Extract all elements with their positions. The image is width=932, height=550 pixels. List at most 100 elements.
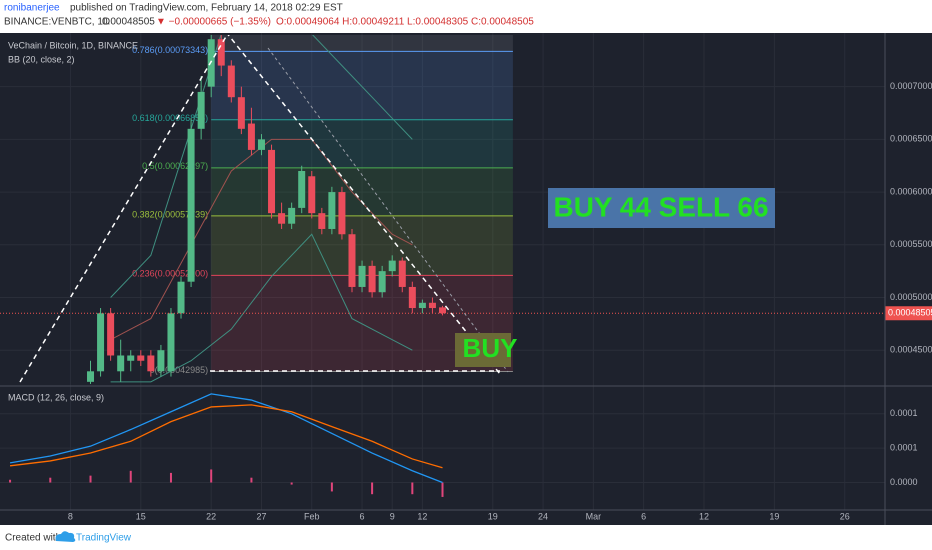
change: ▼ −0.00000665 (−1.35%) [156, 17, 271, 28]
y-tick-label: 0.0001 [890, 408, 918, 418]
histogram-bar [330, 482, 333, 492]
fib-label: 0.236(0.00052100) [132, 269, 208, 279]
candle-body [217, 39, 225, 66]
candle-body [227, 65, 235, 98]
y-tick-label: 0.0000 [890, 477, 918, 487]
candle-body [87, 371, 95, 382]
histogram-bar [169, 472, 172, 483]
candle-body [378, 271, 386, 293]
footer-text: Created with [5, 533, 61, 544]
candle-body [197, 91, 205, 129]
bollinger-lower [110, 233, 413, 383]
x-tick-label: 6 [641, 511, 646, 521]
candle-body [408, 286, 416, 309]
histogram-bar [441, 482, 444, 497]
x-tick-label: 8 [68, 511, 73, 521]
legend-indicator: BB (20, close, 2) [8, 54, 75, 64]
price: 0.00048505 [102, 17, 155, 28]
candle-body [137, 355, 145, 361]
candle-body [288, 207, 296, 224]
fib-zone [211, 167, 513, 216]
candle-body [107, 313, 115, 356]
annotation: BUY [463, 333, 518, 363]
annotation: BUY 44 SELL 66 [554, 191, 769, 222]
candle-body [268, 149, 276, 214]
candle-body [187, 128, 195, 282]
candle-body [368, 265, 376, 293]
published: published on TradingView.com, February 1… [70, 3, 343, 14]
x-tick-label: 9 [390, 511, 395, 521]
histogram-bar [371, 482, 374, 495]
x-tick-label: 12 [699, 511, 709, 521]
histogram-bar [210, 469, 213, 483]
candle-body [298, 170, 306, 208]
x-tick-label: Mar [586, 511, 602, 521]
footer-brand[interactable]: TradingView [76, 533, 132, 544]
ohlc: O:0.00049064 H:0.00049211 L:0.00048305 C… [276, 17, 534, 28]
macd-title: MACD (12, 26, close, 9) [8, 392, 104, 402]
fib-label: 0.5(0.00062297) [142, 161, 208, 171]
fib-label: 0.618(0.00066855) [132, 113, 208, 123]
header-bg [0, 0, 932, 33]
x-tick-label: 19 [769, 511, 779, 521]
price-tag-label: 0.00048505 [888, 308, 932, 318]
histogram-bar [411, 482, 414, 495]
trend-line [267, 47, 509, 373]
trend-line [227, 35, 501, 375]
candle-body [338, 192, 346, 235]
histogram-bar [9, 479, 12, 483]
fib-zone [211, 35, 513, 52]
annotation-box [455, 333, 511, 367]
bollinger-upper [110, 35, 413, 298]
x-tick-label: 27 [256, 511, 266, 521]
x-tick-label: 22 [206, 511, 216, 521]
histogram-bar [89, 475, 92, 483]
candle-body [328, 192, 336, 229]
chart-bg [0, 33, 932, 525]
footer-bg [0, 525, 932, 550]
candle-body [117, 355, 125, 372]
x-tick-label: 12 [417, 511, 427, 521]
histogram-bar [129, 470, 132, 483]
candle-body [358, 265, 366, 287]
author[interactable]: ronibanerjee [4, 3, 60, 14]
logo[interactable] [55, 531, 76, 542]
candle-body [388, 260, 396, 272]
fib-zone [211, 51, 513, 120]
candle-body [167, 313, 175, 372]
candle-body [398, 260, 406, 287]
histogram-bar [49, 477, 52, 483]
price-tag [885, 306, 932, 321]
candle-body [278, 213, 286, 224]
x-tick-label: Feb [304, 511, 320, 521]
y-tick-label: 0.0001 [890, 443, 918, 453]
x-tick-label: 15 [136, 511, 146, 521]
candle-body [247, 123, 255, 150]
fib-label: 0(0.00042985) [150, 365, 209, 375]
candle-body [418, 302, 426, 309]
histogram-bar [290, 482, 293, 485]
fib-zone [211, 119, 513, 168]
x-tick-label: 26 [840, 511, 850, 521]
fib-label: 0.382(0.00057739) [132, 209, 208, 219]
y-tick-label: 0.00070000 [890, 81, 932, 91]
x-tick-label: 6 [360, 511, 365, 521]
candle-body [348, 234, 356, 287]
legend-title: VeChain / Bitcoin, 1D, BINANCE [8, 40, 138, 50]
candle-body [318, 213, 326, 229]
macd-line [9, 393, 443, 484]
symbol: BINANCE:VENBTC, 1D [4, 17, 110, 28]
candle-body [439, 307, 446, 314]
annotation-box [548, 188, 775, 228]
x-tick-label: 19 [488, 511, 498, 521]
candle-body [147, 355, 155, 372]
fib-label: 0.786(0.00073343) [132, 45, 208, 55]
candle-body [428, 302, 436, 309]
